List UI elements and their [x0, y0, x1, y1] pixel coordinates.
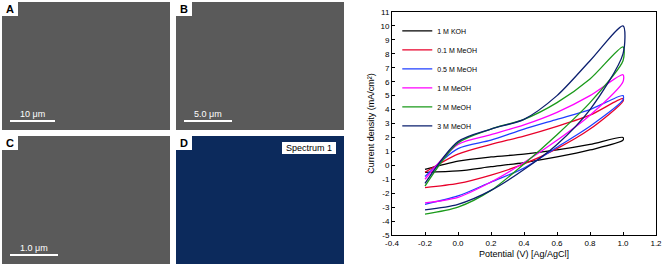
- svg-text:11: 11: [381, 8, 390, 17]
- svg-text:0.2: 0.2: [485, 239, 497, 248]
- html-text:B: B: [180, 3, 188, 15]
- svg-text:Potential (V) [Ag/AgCl]: Potential (V) [Ag/AgCl]: [479, 249, 569, 259]
- svg-text:-0.4: -0.4: [385, 239, 399, 248]
- svg-text:-0.2: -0.2: [418, 239, 432, 248]
- svg-text:1: 1: [385, 147, 390, 156]
- svg-text:9: 9: [385, 36, 390, 45]
- svg-text:1.0: 1.0: [617, 239, 629, 248]
- svg-text:1.2: 1.2: [650, 239, 662, 248]
- svg-text:-1: -1: [382, 175, 390, 184]
- svg-text:2 M MeOH: 2 M MeOH: [437, 104, 471, 111]
- svg-text:-2: -2: [382, 189, 390, 198]
- svg-text:0.1 M MeOH: 0.1 M MeOH: [437, 47, 477, 54]
- svg-text:4: 4: [385, 105, 390, 114]
- svg-text:7: 7: [385, 64, 390, 73]
- svg-text:-3: -3: [382, 203, 390, 212]
- svg-text:Current density (mA/cm²): Current density (mA/cm²): [366, 73, 376, 174]
- html-text:5.0 μm: 5.0 μm: [194, 109, 222, 119]
- svg-text:0.0: 0.0: [452, 239, 464, 248]
- svg-text:0.8: 0.8: [584, 239, 596, 248]
- svg-text:-4: -4: [382, 217, 390, 226]
- svg-text:0.6: 0.6: [551, 239, 563, 248]
- svg-text:8: 8: [385, 50, 390, 59]
- svg-text:1 M KOH: 1 M KOH: [437, 28, 466, 35]
- svg-text:0: 0: [385, 161, 390, 170]
- svg-text:-5: -5: [382, 231, 390, 240]
- svg-text:1 M MeOH: 1 M MeOH: [437, 85, 471, 92]
- svg-text:3: 3: [385, 119, 390, 128]
- html-text:1.0 μm: 1.0 μm: [20, 243, 48, 253]
- svg-text:6: 6: [385, 77, 390, 86]
- svg-text:5: 5: [385, 91, 390, 100]
- html-text:10 μm: 10 μm: [20, 109, 46, 119]
- html-text:Spectrum 1: Spectrum 1: [286, 143, 332, 153]
- svg-text:3 M MeOH: 3 M MeOH: [437, 123, 471, 130]
- html-text:A: A: [6, 3, 14, 15]
- svg-text:0.4: 0.4: [518, 239, 530, 248]
- svg-text:2: 2: [385, 133, 390, 142]
- svg-text:0.5 M MeOH: 0.5 M MeOH: [437, 66, 477, 73]
- html-text:C: C: [6, 137, 14, 149]
- svg-text:10: 10: [380, 22, 389, 31]
- html-text:D: D: [180, 137, 188, 149]
